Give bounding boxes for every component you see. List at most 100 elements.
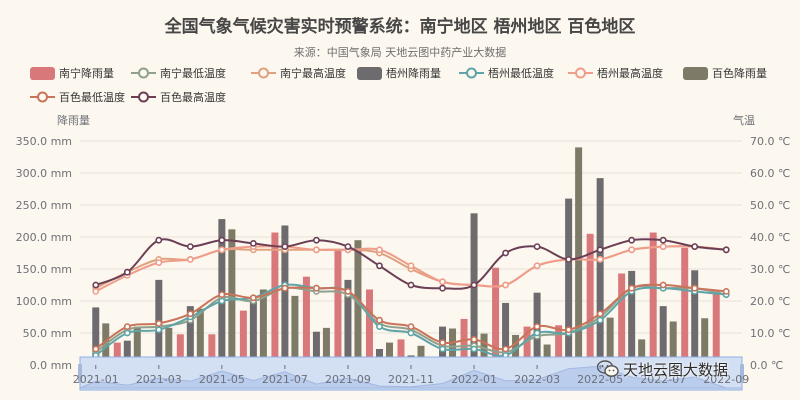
- chart-subtitle: 来源：中国气象局 天地云图中药产业大数据: [294, 45, 507, 59]
- line-point: [92, 281, 100, 289]
- bar: [312, 331, 320, 365]
- line-point: [659, 236, 667, 244]
- bar: [480, 333, 488, 365]
- bar: [365, 289, 373, 365]
- line-point: [628, 236, 636, 244]
- wechat-icon: [597, 360, 619, 378]
- line-point: [596, 316, 604, 324]
- bar: [492, 267, 500, 365]
- bar: [417, 345, 425, 365]
- legend-item[interactable]: 梧州最高温度: [568, 66, 663, 80]
- bar: [239, 310, 247, 365]
- bar: [334, 249, 342, 365]
- line-point: [376, 323, 383, 330]
- bar: [575, 147, 583, 365]
- line-point: [502, 281, 509, 289]
- legend-item[interactable]: 百色降雨量: [683, 66, 767, 80]
- line-point: [628, 284, 636, 292]
- line-point: [691, 243, 699, 250]
- legend-label: 南宁降雨量: [59, 66, 114, 80]
- line-point: [281, 284, 289, 292]
- line-point: [659, 281, 667, 289]
- y-tick-left: 350.0 mm: [16, 135, 72, 148]
- line-point: [218, 236, 226, 244]
- x-tick-label: 2021-05: [199, 373, 245, 386]
- line-point: [565, 326, 573, 334]
- legend-label: 南宁最高温度: [280, 66, 346, 80]
- line-point: [439, 284, 446, 292]
- legend-swatch: [683, 67, 708, 80]
- legend-swatch: [357, 67, 382, 80]
- line-point: [123, 323, 131, 330]
- legend-item[interactable]: 百色最高温度: [131, 90, 226, 104]
- datazoom-slider[interactable]: [78, 356, 744, 391]
- legend-swatch-point: [258, 67, 269, 79]
- line-point: [155, 236, 163, 244]
- datazoom-preview: [79, 365, 742, 389]
- bar: [691, 270, 699, 365]
- line-point: [313, 236, 320, 244]
- bar: [208, 334, 216, 365]
- line-point: [502, 249, 509, 257]
- legend-item[interactable]: 南宁最低温度: [131, 66, 226, 80]
- line-point: [249, 239, 257, 247]
- line-point: [218, 291, 226, 298]
- bar: [186, 306, 194, 365]
- bar: [543, 344, 551, 365]
- legend-item[interactable]: 梧州最低温度: [459, 66, 554, 80]
- y-tick-left: 200.0 mm: [16, 231, 72, 244]
- line-point: [533, 323, 541, 330]
- line-point: [470, 345, 478, 353]
- bar: [165, 327, 173, 365]
- line-point: [533, 329, 541, 337]
- legend-label: 梧州最高温度: [597, 66, 663, 80]
- bar: [281, 225, 289, 365]
- bar: [649, 232, 657, 365]
- watermark-text: 天地云图大数据: [623, 360, 729, 379]
- legend-item[interactable]: 百色最低温度: [30, 90, 125, 104]
- line-point: [565, 255, 573, 263]
- y-tick-left: 150.0 mm: [16, 263, 72, 276]
- x-tick-label: 2022-07: [640, 373, 686, 386]
- bar: [596, 178, 604, 365]
- bar: [618, 273, 626, 365]
- bar: [271, 232, 279, 365]
- bar: [291, 295, 299, 365]
- y-tick-right: 50.0 ℃: [750, 199, 790, 212]
- bar: [470, 213, 478, 365]
- datazoom-handle-left: [78, 364, 82, 383]
- line-point: [407, 262, 415, 270]
- legend-swatch-point: [138, 91, 149, 103]
- line-point: [407, 323, 415, 330]
- line-point: [502, 345, 509, 353]
- bar: [92, 307, 100, 365]
- legend[interactable]: 南宁降雨量 南宁最低温度 南宁最高温度 梧州降雨量 梧州最低温度 梧州最高温度 百色降雨量百…: [30, 66, 767, 104]
- line-point: [439, 278, 446, 286]
- x-tick-label: 2022-01: [451, 373, 497, 386]
- bar: [259, 289, 267, 365]
- bar: [344, 279, 352, 365]
- x-tick-label: 2021-07: [262, 373, 308, 386]
- watermark: 天地云图大数据: [597, 356, 728, 382]
- legend-swatch-point: [138, 67, 149, 79]
- y-tick-right: 60.0 ℃: [750, 167, 790, 180]
- line-point: [470, 335, 478, 343]
- bar: [302, 276, 310, 365]
- line-point: [123, 268, 131, 276]
- legend-swatch-point: [37, 91, 48, 103]
- legend-item[interactable]: 南宁最高温度: [251, 66, 346, 80]
- line-point: [533, 262, 541, 270]
- y-tick-right: 10.0 ℃: [750, 327, 790, 340]
- line-point: [407, 329, 415, 337]
- bar: [606, 317, 614, 365]
- bar: [322, 327, 330, 365]
- legend-label: 百色降雨量: [712, 66, 767, 80]
- y-axis-left: 0.0 mm 50.0 mm 100.0 mm 150.0 mm 200.0 mm 250…: [16, 135, 72, 372]
- legend-item[interactable]: 梧州降雨量: [357, 66, 441, 80]
- line-point: [722, 246, 730, 254]
- line-point: [407, 281, 415, 289]
- legend-item[interactable]: 南宁降雨量: [30, 66, 114, 80]
- line-point: [281, 243, 289, 250]
- legend-label: 梧州最低温度: [488, 66, 554, 80]
